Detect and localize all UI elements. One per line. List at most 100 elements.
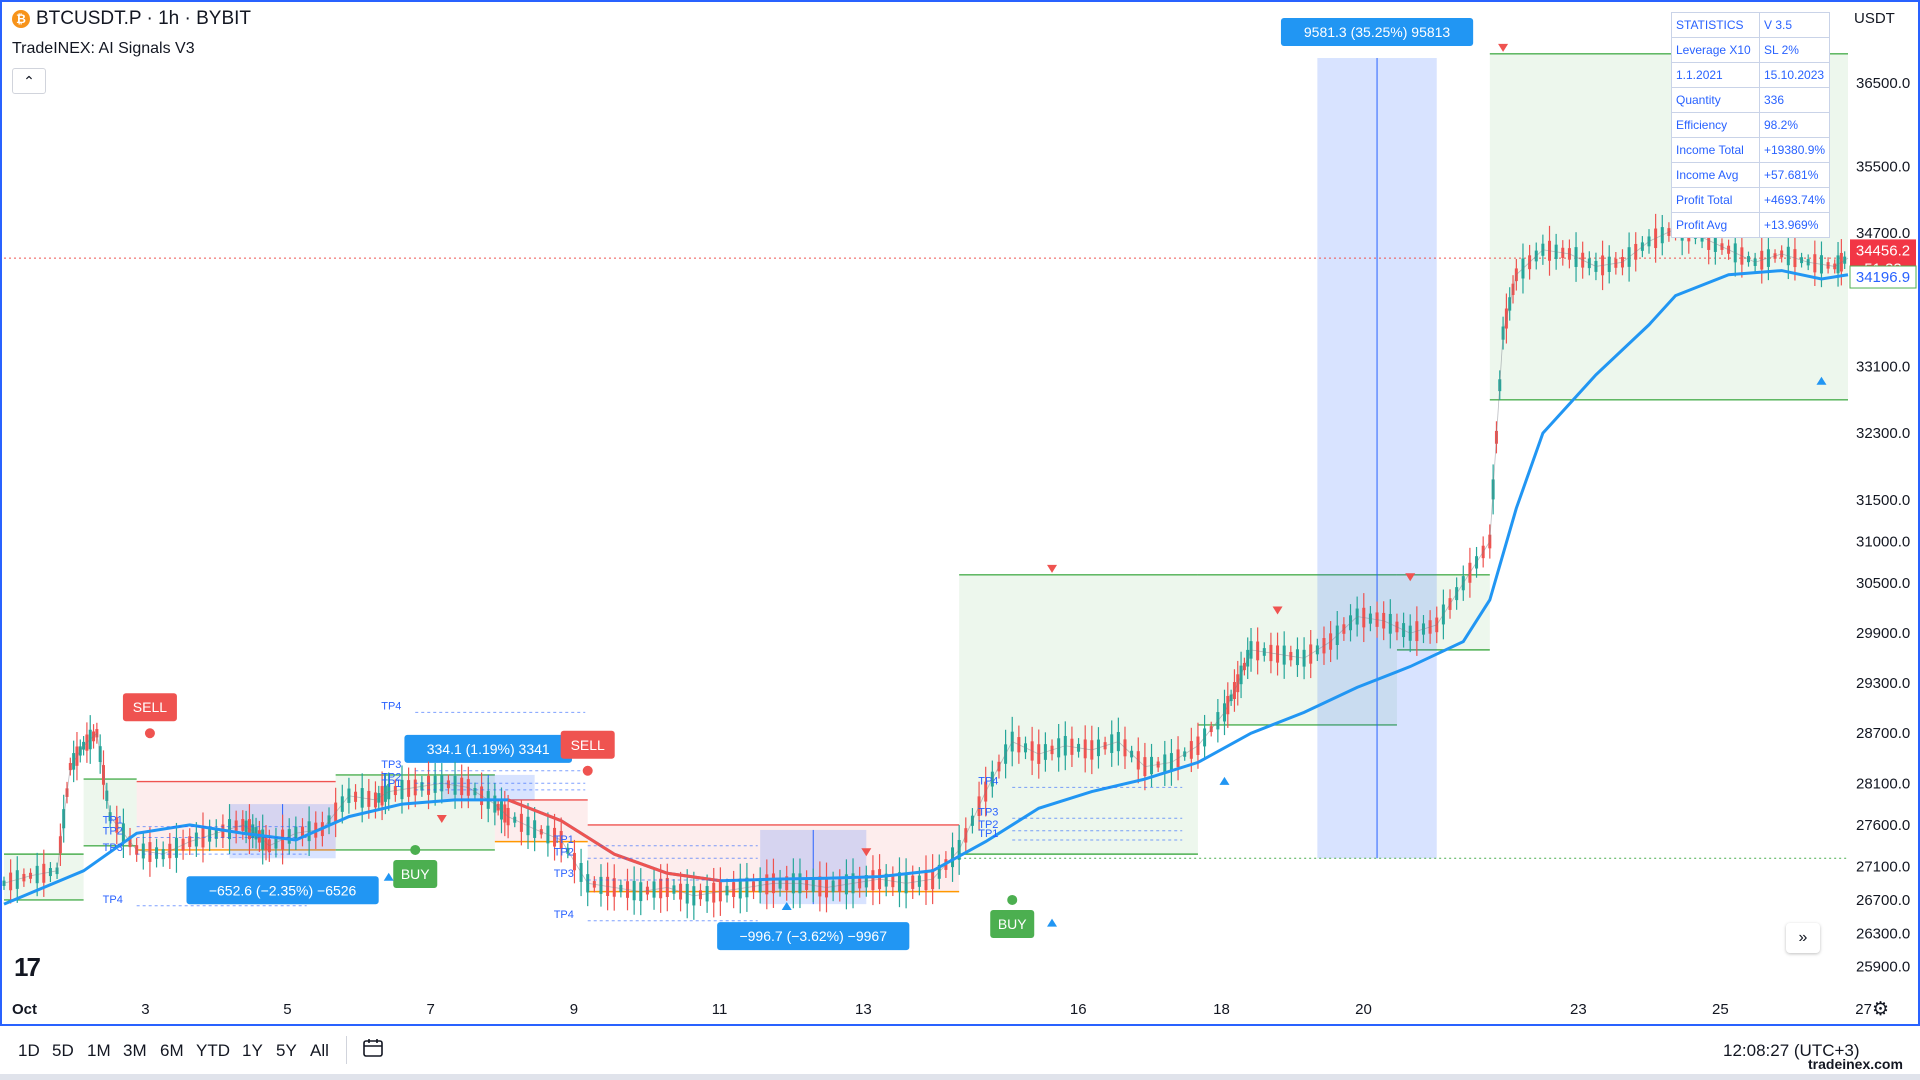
toolbar-divider [346,1036,347,1064]
measure-label: 9581.3 (35.25%) 95813 [1304,24,1451,40]
x-tick-label: 3 [141,1001,149,1018]
signal-badge [560,730,615,759]
range-button-5y[interactable]: 5Y [276,1041,297,1060]
indicator-name[interactable]: TradeINEX: AI Signals V3 [12,40,195,57]
tp-label: TP2 [381,771,401,783]
double-chevron-right-icon: » [1798,929,1808,946]
target-down-icon [861,848,872,857]
tp-label: TP3 [978,806,998,818]
tradingview-logo[interactable]: 17 [14,952,41,982]
signal-label: BUY [998,916,1027,932]
target-up-icon [1047,918,1058,927]
gear-icon[interactable]: ⚙ [1872,999,1890,1020]
x-tick-label: 25 [1712,1001,1729,1018]
stats-key: STATISTICS [1671,12,1760,38]
currency-selector[interactable]: USDT [1854,10,1895,27]
range-button-ytd[interactable]: YTD [196,1041,230,1060]
range-button-1y[interactable]: 1Y [242,1041,263,1060]
stats-key: Quantity [1671,87,1760,113]
target-down-icon [1272,606,1283,615]
y-tick-label: 36500.0 [1856,75,1910,92]
stats-row: 1.1.2021 15.10.2023 [1671,62,1831,88]
range-button-all[interactable]: All [310,1041,329,1060]
x-tick-label: 13 [855,1001,872,1018]
stats-value: V 3.5 [1758,12,1831,38]
tp-label: TP3 [381,759,401,771]
signal-badge [393,859,438,888]
y-tick-label: 34700.0 [1856,225,1910,242]
stats-value: 98.2% [1758,112,1831,138]
target-up-icon [383,872,394,881]
tp-label: TP1 [103,815,123,827]
bottom-toolbar [0,1026,1920,1074]
range-button-1d[interactable]: 1D [18,1041,40,1060]
stats-value: SL 2% [1758,37,1831,63]
measure-label-bg [1280,18,1474,47]
stats-key: Income Avg [1671,162,1760,188]
tp-label: TP2 [978,819,998,831]
y-tick-label: 31500.0 [1856,492,1910,509]
y-tick-label: 27100.0 [1856,859,1910,876]
ma-price-label: 34196.9 [1856,269,1910,286]
tp-label: TP2 [554,846,574,858]
x-tick-label: 18 [1213,1001,1230,1018]
target-up-icon [1219,776,1230,785]
tp-label: TP1 [381,778,401,790]
stats-value: +13.969% [1758,212,1831,238]
symbol-title[interactable]: ₿ BTCUSDT.P · 1h · BYBIT [12,8,251,30]
x-tick-label: 7 [426,1001,434,1018]
y-tick-label: 32300.0 [1856,425,1910,442]
last-price-label: 34456.2 [1856,242,1910,259]
measure-label-bg [186,876,379,905]
ma-price-badge [1849,265,1917,289]
signal-label: SELL [133,699,167,715]
measure-label-bg [717,922,910,951]
stats-row: Leverage X10 SL 2% [1671,37,1831,63]
target-up-icon [1816,376,1827,385]
chart-frame [0,0,1920,1026]
x-tick-label: Oct [12,1001,37,1018]
y-tick-label: 28700.0 [1856,725,1910,742]
range-button-3m[interactable]: 3M [123,1041,147,1060]
target-down-icon [1498,43,1509,52]
x-tick-label: 11 [712,1001,728,1018]
collapse-button[interactable]: ⌃ [12,68,46,94]
stats-row: Quantity 336 [1671,87,1831,113]
x-tick-label: 20 [1355,1001,1372,1018]
stats-row: Income Total +19380.9% [1671,137,1831,163]
y-tick-label: 26300.0 [1856,925,1910,942]
y-tick-label: 29900.0 [1856,625,1910,642]
stats-key: Income Total [1671,137,1760,163]
stats-value: 336 [1758,87,1831,113]
chevron-up-icon: ⌃ [23,72,35,89]
trend-band [959,574,1198,855]
range-button-6m[interactable]: 6M [160,1041,184,1060]
tp-label: TP1 [554,834,574,846]
clock-timezone[interactable]: 12:08:27 (UTC+3) [1723,1041,1860,1060]
signal-dot [1007,894,1018,905]
stats-row: STATISTICS V 3.5 [1671,12,1831,38]
stats-value: 15.10.2023 [1758,62,1831,88]
range-button-1m[interactable]: 1M [87,1041,111,1060]
y-tick-label: 27600.0 [1856,817,1910,834]
x-tick-label: 16 [1070,1001,1087,1018]
y-tick-label: 33100.0 [1856,358,1910,375]
signal-dot [582,765,593,776]
range-button-5d[interactable]: 5D [52,1041,74,1060]
stats-value: +4693.74% [1758,187,1831,213]
signal-dot [144,728,155,739]
measure-label-bg [404,734,573,763]
x-tick-label: 27 [1855,1001,1872,1018]
signal-badge [990,909,1035,938]
signal-dot [410,844,421,855]
symbol-text: BTCUSDT.P · 1h · BYBIT [36,8,252,29]
x-tick-label: 9 [570,1001,578,1018]
calendar-icon[interactable] [362,1038,384,1058]
bottom-edge [0,1074,1920,1080]
y-tick-label: 30500.0 [1856,575,1910,592]
scroll-to-realtime-button[interactable]: » [1786,923,1820,953]
signal-badge [122,693,177,722]
signal-label: BUY [401,866,430,882]
y-tick-label: 26700.0 [1856,892,1910,909]
